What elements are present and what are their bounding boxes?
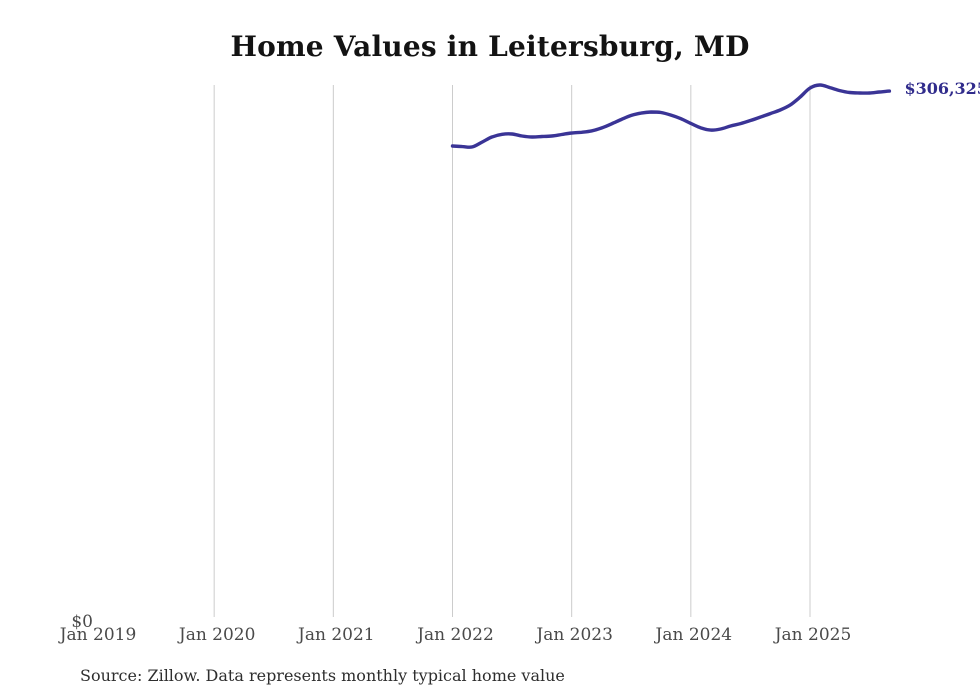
- chart-title: Home Values in Leitersburg, MD: [230, 30, 750, 63]
- source-note: Source: Zillow. Data represents monthly …: [80, 666, 565, 685]
- x-axis-tick-label: Jan 2022: [415, 625, 494, 645]
- x-axis-tick-label: Jan 2023: [534, 625, 613, 645]
- x-axis-tick-label: Jan 2020: [177, 625, 256, 645]
- x-axis-tick-label: Jan 2024: [654, 625, 733, 645]
- x-axis-tick-label: Jan 2025: [773, 625, 852, 645]
- y-axis-zero-label: $0: [71, 612, 93, 632]
- x-axis-tick-label: Jan 2019: [58, 625, 137, 645]
- home-value-line: [450, 83, 892, 149]
- x-axis-tick-label: Jan 2021: [296, 625, 375, 645]
- latest-value-label: $306,325: [904, 79, 980, 98]
